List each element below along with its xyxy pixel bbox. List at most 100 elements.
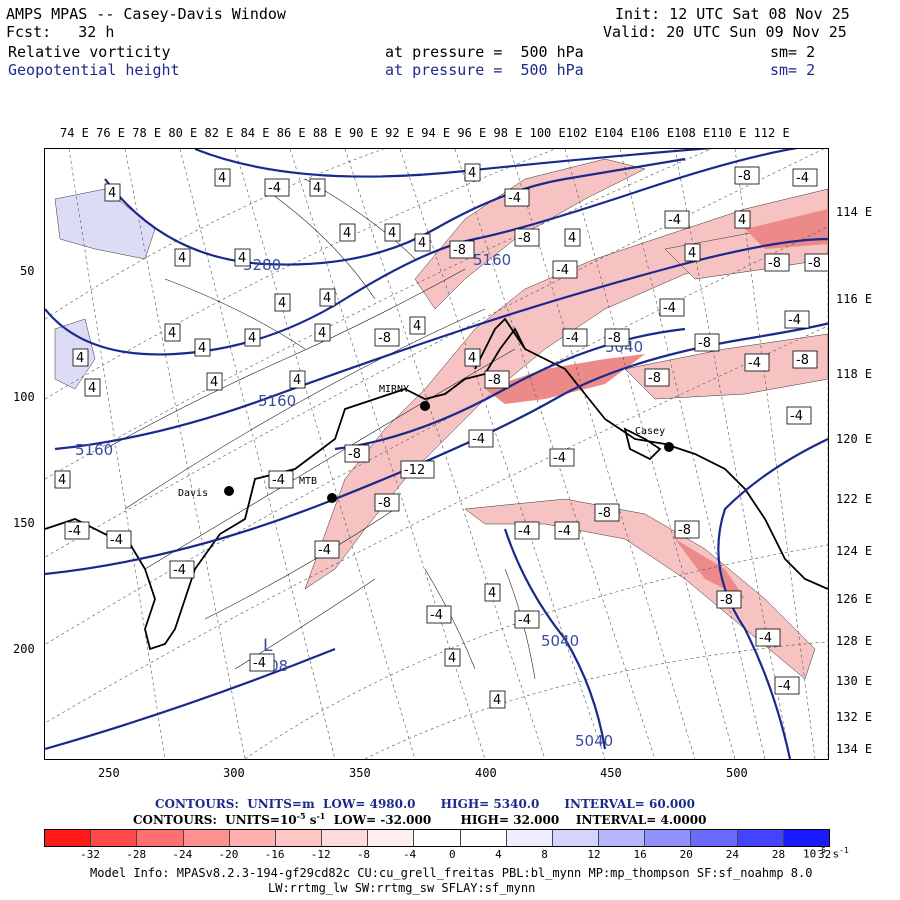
right-lon-label: 126 E	[836, 592, 873, 606]
vorticity-label-text: 4	[318, 326, 326, 341]
colorbar-tick-label: -16	[264, 848, 285, 861]
station-markers	[224, 401, 674, 503]
vorticity-contour-label: 4	[384, 223, 401, 242]
vorticity-label-text: -4	[759, 631, 772, 646]
vorticity-label-text: -4	[778, 679, 791, 694]
colorbar-swatch	[275, 830, 323, 846]
vorticity-label-text: -4	[553, 451, 566, 466]
vorticity-label-text: -4	[268, 181, 281, 196]
vorticity-label-text: -4	[748, 356, 761, 371]
init-time: Init: 12 UTC Sat 08 Nov 25	[615, 5, 850, 23]
x-axis-label: 400	[475, 766, 497, 780]
vorticity-contour-label: 4	[206, 372, 223, 391]
vorticity-label-text: -8	[378, 331, 391, 346]
colorbar-tick-label: -20	[218, 848, 239, 861]
colorbar-swatch	[368, 830, 415, 846]
colorbar-swatch	[460, 830, 507, 846]
valid-time: Valid: 20 UTC Sun 09 Nov 25	[603, 23, 847, 41]
right-lon-label: 130 E	[836, 674, 873, 688]
vorticity-contour-label: 4	[464, 348, 481, 367]
station-label-casey: Casey	[635, 426, 665, 437]
colorbar-swatch	[45, 830, 92, 846]
colorbar-swatch	[506, 830, 553, 846]
right-lon-label: 124 E	[836, 544, 873, 558]
vorticity-label-text: -4	[558, 524, 571, 539]
colorbar-swatch	[322, 830, 369, 846]
vorticity-contour-label: 4	[214, 168, 231, 187]
vorticity-contour-label: -8	[344, 444, 370, 463]
colorbar-swatch	[552, 830, 600, 846]
vorticity-contour-label: -4	[268, 470, 294, 489]
vorticity-contour-label: 4	[684, 243, 701, 262]
vorticity-label-text: -4	[430, 608, 443, 623]
vorticity-label-text: -8	[720, 593, 733, 608]
vorticity-strong-negative	[485, 209, 828, 599]
vorticity-label-text: 4	[468, 166, 476, 181]
top-longitude-labels: 74 E 76 E 78 E 80 E 82 E 84 E 86 E 88 E …	[60, 126, 790, 140]
vorticity-contour-label: -12	[400, 460, 435, 479]
colorbar-swatch	[229, 830, 276, 846]
vorticity-contour-label: -8	[644, 368, 670, 387]
colorbar-tick-label: 32	[818, 848, 832, 861]
vorticity-contour-label: 4	[444, 648, 461, 667]
field-vorticity: Relative vorticity	[8, 43, 171, 61]
vorticity-label-text: 4	[293, 373, 301, 388]
vorticity-label-text: -4	[668, 213, 681, 228]
vorticity-contour-label: -4	[264, 178, 290, 197]
vorticity-label-text: -8	[698, 336, 711, 351]
vorticity-contour-info: CONTOURS: UNITS=10-5 s-1 LOW= -32.000 HI…	[133, 811, 707, 827]
vorticity-contour-label: -4	[549, 448, 575, 467]
vorticity-contour-label: 4	[464, 163, 481, 182]
vorticity-contour-label: 4	[409, 316, 426, 335]
coastline	[45, 317, 828, 651]
vorticity-contour-label: -8	[764, 253, 790, 272]
vorticity-label-text: 4	[218, 171, 226, 186]
vorticity-contour-label: 4	[164, 323, 181, 342]
vorticity-label-text: -4	[566, 331, 579, 346]
vorticity-contour-label: 4	[234, 248, 251, 267]
vorticity-contour-label: -8	[792, 350, 818, 369]
colorbar-tick-label: 28	[771, 848, 786, 861]
station-mirny	[420, 401, 430, 411]
vorticity-contour-label: -8	[604, 328, 630, 347]
vorticity-contour-label: -4	[755, 628, 781, 647]
colorbar-swatch	[783, 830, 829, 846]
vorticity-label-text: 4	[413, 319, 421, 334]
vorticity-label-text: 4	[688, 246, 696, 261]
smoothing-2: sm= 2	[770, 61, 816, 79]
vorticity-contour-label: -4	[514, 610, 540, 629]
vorticity-contour-label: -4	[659, 298, 685, 317]
vorticity-label-text: 4	[278, 296, 286, 311]
colorbar-tick-label: 4	[495, 848, 502, 861]
vorticity-label-text: -8	[608, 331, 621, 346]
colorbar-swatch	[183, 830, 230, 846]
vorticity-label-text: -4	[790, 409, 803, 424]
colorbar-tick-label: -24	[172, 848, 193, 861]
vorticity-contour-label: 4	[274, 293, 291, 312]
vorticity-label-text: -4	[253, 656, 266, 671]
station-davis	[224, 486, 234, 496]
vorticity-contour-label: 4	[289, 370, 306, 389]
vorticity-contour-label: 4	[84, 378, 101, 397]
vorticity-label-text: -8	[348, 447, 361, 462]
vorticity-contour-label: -4	[744, 353, 770, 372]
vorticity-label-text: -8	[598, 506, 611, 521]
vorticity-label-text: -4	[556, 263, 569, 278]
colorbar-swatch	[691, 830, 738, 846]
vorticity-contour-label: -4	[314, 540, 340, 559]
vorticity-label-text: 4	[168, 326, 176, 341]
vorticity-label-text: 4	[313, 181, 321, 196]
vorticity-contour-label: -8	[449, 240, 475, 259]
vorticity-label-text: -4	[272, 473, 285, 488]
vorticity-label-text: -8	[453, 243, 466, 258]
x-axis-label: 500	[726, 766, 748, 780]
height-label: 5160	[258, 392, 296, 410]
vorticity-contour-label: 4	[314, 323, 331, 342]
vorticity-contour-label: 4	[414, 233, 431, 252]
vorticity-contour-label: 4	[54, 470, 71, 489]
x-axis-label: 350	[349, 766, 371, 780]
height-label: 5160	[75, 441, 113, 459]
y-axis-label: 100	[13, 390, 35, 404]
right-lon-label: 128 E	[836, 634, 873, 648]
vorticity-label-text: -4	[318, 543, 331, 558]
